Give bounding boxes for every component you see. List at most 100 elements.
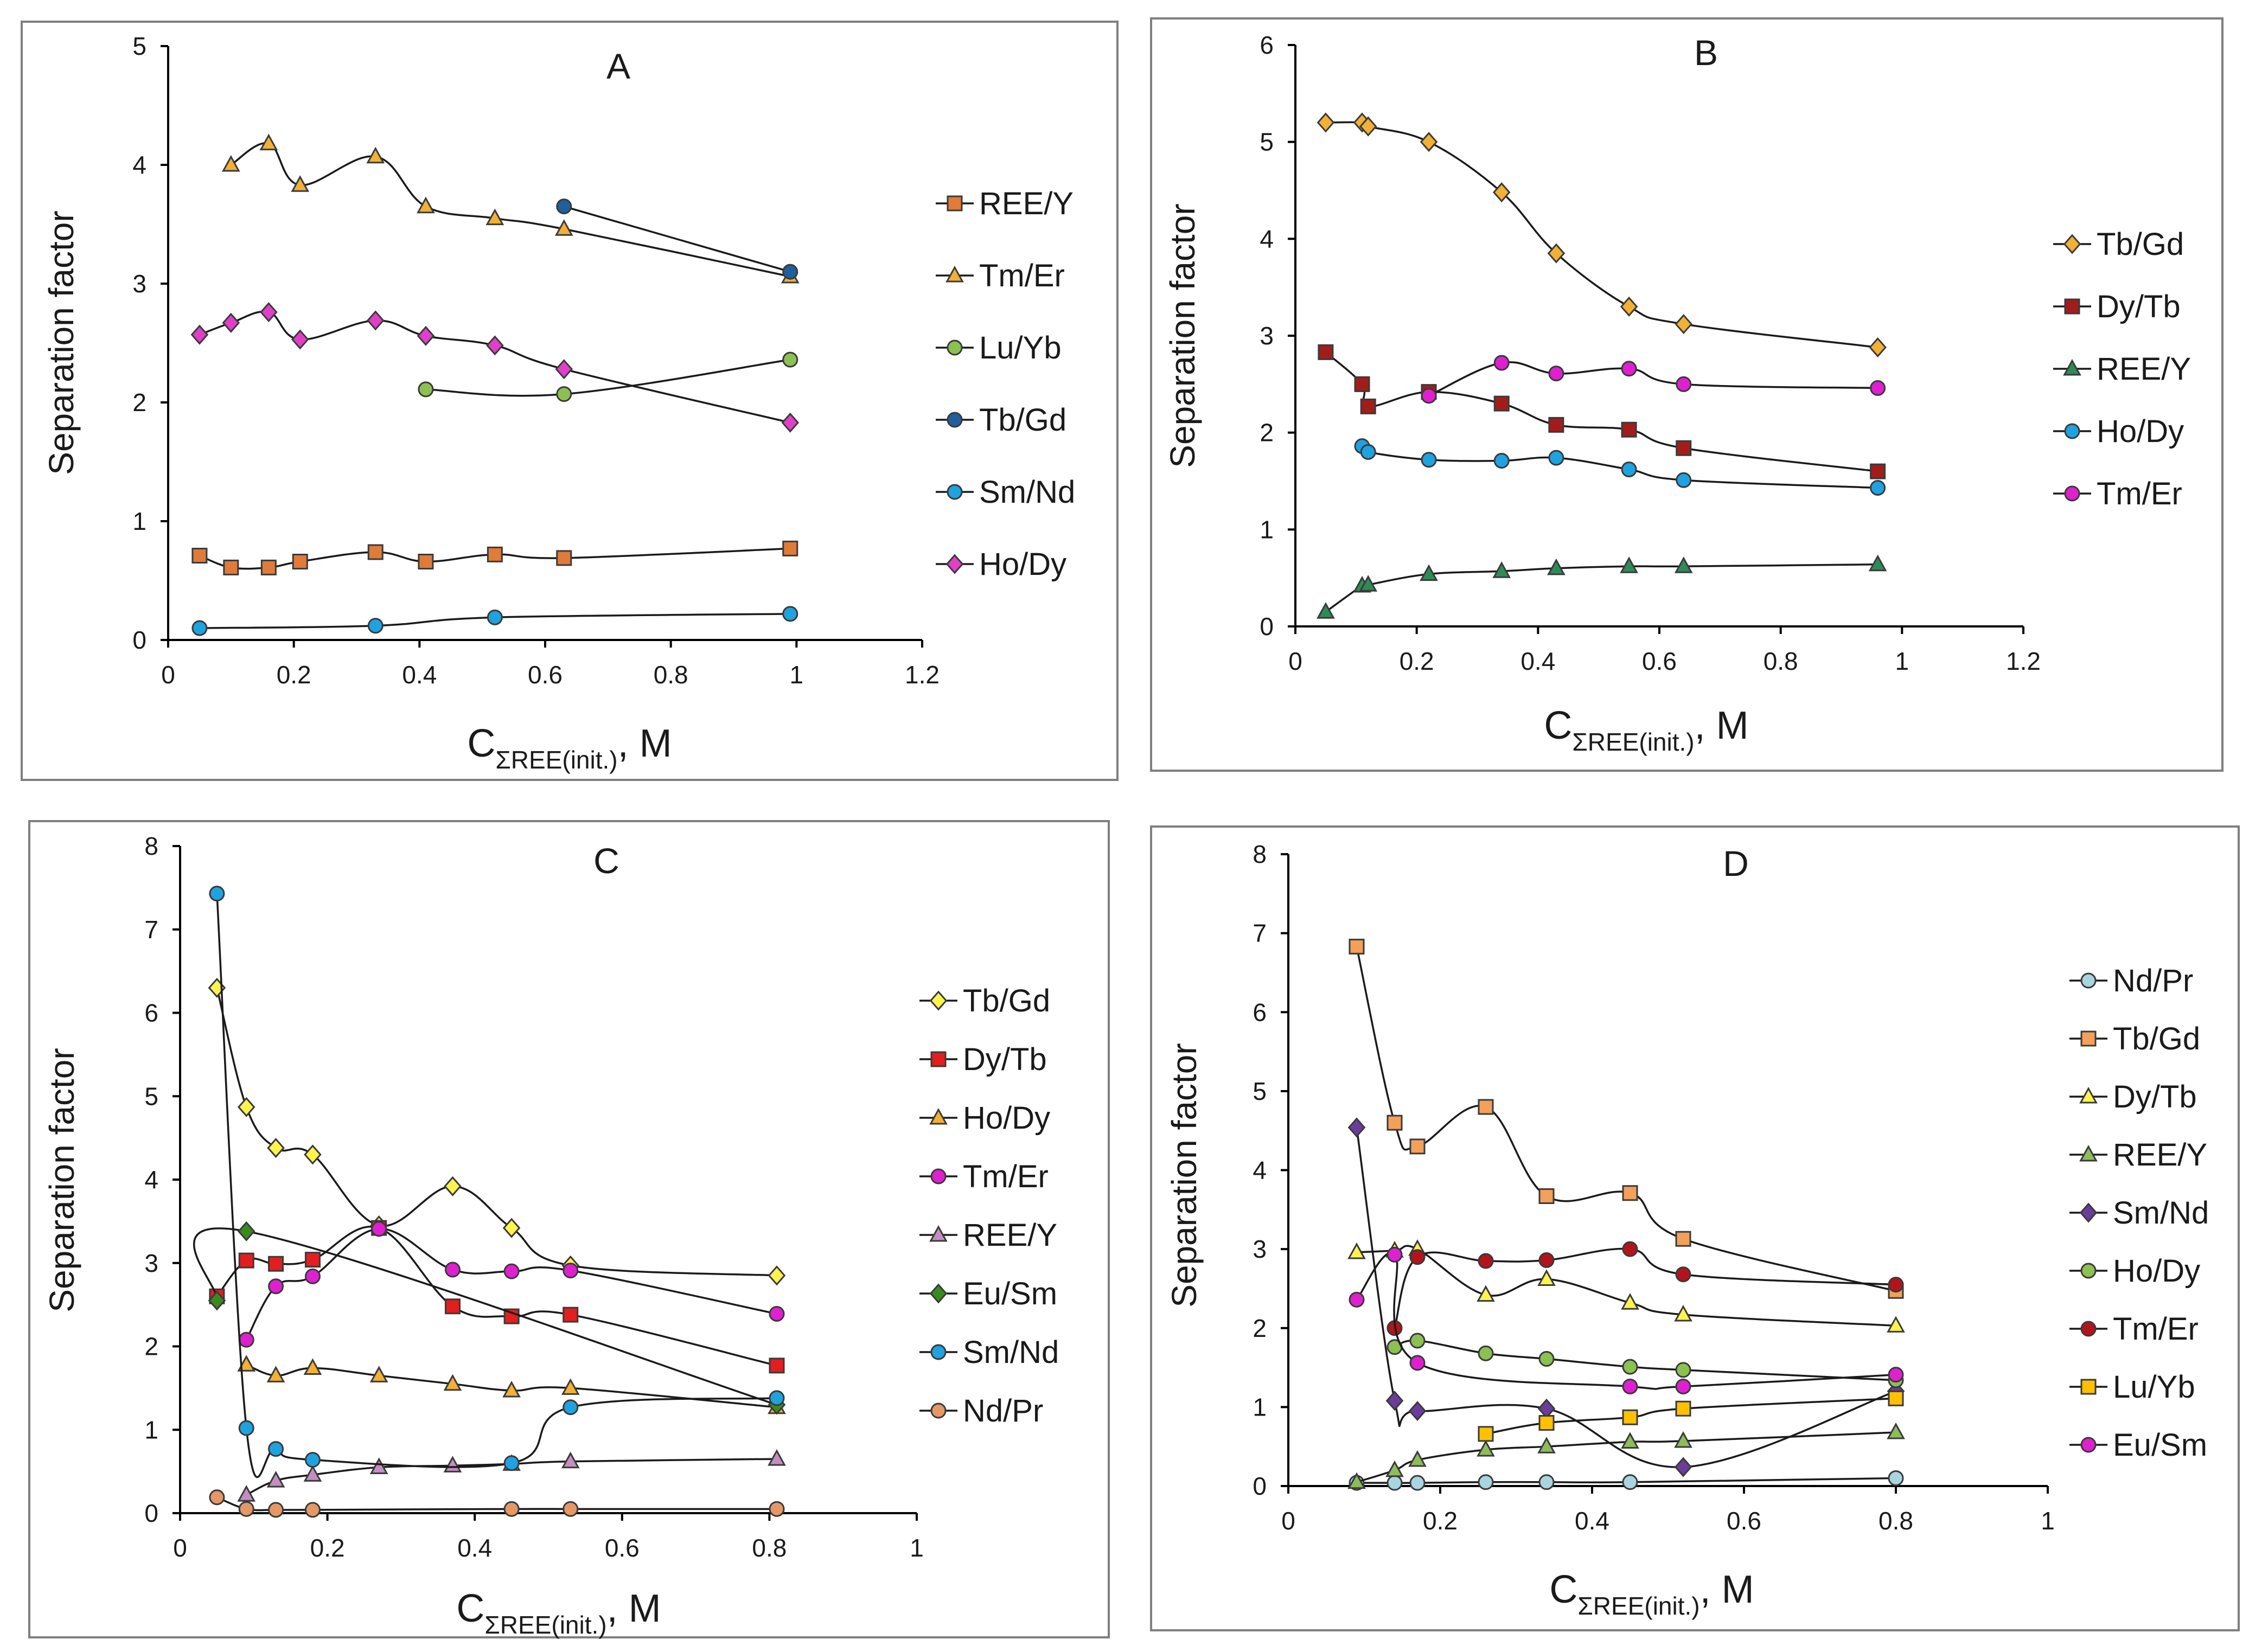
x-tick-label: 1.2 <box>905 661 940 689</box>
legend-label: Nd/Pr <box>963 1393 1043 1429</box>
data-point <box>487 609 503 625</box>
data-point <box>1621 1432 1639 1449</box>
panel-title: C <box>593 841 619 881</box>
data-point <box>1870 380 1886 396</box>
y-tick-label: 7 <box>1253 919 1267 947</box>
data-point <box>237 1355 256 1372</box>
y-tick-label: 5 <box>1260 128 1274 156</box>
y-tick-label: 4 <box>144 1166 158 1194</box>
legend-entry: Nd/Pr <box>2069 963 2193 998</box>
data-point <box>209 886 225 902</box>
data-point <box>782 606 798 622</box>
data-point <box>267 1138 285 1158</box>
x-tick-label: 0.2 <box>310 1534 345 1562</box>
y-tick-label: 3 <box>144 1249 158 1277</box>
data-point <box>238 1420 254 1436</box>
data-point <box>266 1470 285 1488</box>
y-tick-label: 2 <box>1260 419 1274 447</box>
legend-label: Tm/Er <box>963 1159 1049 1194</box>
x-tick-label: 0.8 <box>1879 1507 1913 1535</box>
legend-label: Eu/Sm <box>2113 1427 2207 1463</box>
y-tick-label: 4 <box>132 151 146 179</box>
data-point <box>555 359 573 380</box>
data-point <box>1676 376 1692 392</box>
data-point <box>1421 388 1437 404</box>
data-point <box>1622 1241 1638 1257</box>
legend-marker <box>2080 1379 2097 1395</box>
legend-label: Dy/Tb <box>963 1042 1047 1077</box>
data-point <box>1538 1252 1555 1269</box>
legend-marker <box>2080 1263 2097 1279</box>
data-point <box>556 386 572 402</box>
legend-entry: Tm/Er <box>936 258 1065 293</box>
legend-entry: Tb/Gd <box>2069 1021 2200 1056</box>
y-tick-label: 6 <box>1253 998 1267 1026</box>
data-point <box>1408 1401 1427 1422</box>
data-point <box>503 1501 520 1517</box>
data-point <box>502 1218 521 1238</box>
data-point <box>782 264 798 280</box>
data-point <box>769 1358 785 1374</box>
data-point <box>1493 355 1510 371</box>
x-tick-label: 1 <box>2041 1507 2055 1535</box>
data-point <box>268 1278 284 1295</box>
data-point <box>1360 398 1376 414</box>
data-point <box>1538 1415 1555 1431</box>
y-axis-label: Separation factor <box>1163 203 1202 468</box>
data-point <box>304 1252 321 1268</box>
data-point <box>1676 440 1692 456</box>
data-point <box>1409 1249 1426 1265</box>
x-tick-label: 0.2 <box>1400 647 1434 675</box>
series-sm-nd <box>209 886 785 1478</box>
data-point <box>417 325 435 346</box>
data-point <box>1347 1117 1366 1138</box>
data-point <box>1360 444 1376 460</box>
legend-entry: Dy/Tb <box>2053 289 2181 324</box>
series-line <box>245 1227 777 1341</box>
legend-label: Tb/Gd <box>963 983 1050 1019</box>
y-tick-label: 3 <box>1260 322 1274 350</box>
legend-entry: Eu/Sm <box>2069 1427 2207 1463</box>
y-tick-label: 1 <box>132 507 146 535</box>
data-point <box>1622 1359 1638 1375</box>
data-point <box>191 548 208 564</box>
legend-marker <box>930 1344 947 1360</box>
legend-label: Ho/Dy <box>2097 414 2184 449</box>
data-point <box>1409 1333 1426 1349</box>
data-point <box>1548 366 1564 382</box>
data-point <box>1675 1266 1691 1283</box>
series-eu-sm <box>1349 1246 1904 1395</box>
x-axis-label: CΣREE(init.), M <box>1549 1568 1754 1620</box>
panel-frame <box>21 21 1119 781</box>
series-nd-pr <box>209 1489 785 1518</box>
data-point <box>768 1449 786 1466</box>
data-point <box>259 133 278 151</box>
legend-entry: Dy/Tb <box>919 1042 1047 1077</box>
data-point <box>1359 116 1377 137</box>
data-point <box>1870 463 1886 479</box>
x-tick-label: 0.6 <box>605 1534 640 1562</box>
legend-label: Sm/Nd <box>2113 1195 2209 1231</box>
y-tick-label: 5 <box>1253 1077 1267 1105</box>
legend-marker <box>945 265 964 283</box>
data-point <box>1493 395 1510 412</box>
series-line <box>425 358 791 397</box>
data-point <box>1538 1474 1555 1490</box>
data-point <box>1478 1474 1494 1490</box>
data-point <box>444 1298 461 1315</box>
data-point <box>563 1307 579 1323</box>
data-point <box>1547 243 1566 264</box>
series-tb-gd <box>1317 112 1887 357</box>
x-tick-label: 1 <box>790 661 804 689</box>
y-tick-label: 1 <box>1253 1393 1267 1421</box>
series-ree-y <box>1347 1422 1905 1489</box>
legend-label: REE/Y <box>963 1218 1057 1253</box>
legend-marker <box>2064 298 2080 315</box>
legend-entry: Tm/Er <box>919 1159 1049 1194</box>
data-point <box>238 1331 254 1348</box>
data-point <box>782 540 798 556</box>
legend-entry: REE/Y <box>936 186 1074 221</box>
data-point <box>1385 1460 1404 1477</box>
y-tick-label: 8 <box>144 832 158 860</box>
series-line <box>199 613 790 629</box>
